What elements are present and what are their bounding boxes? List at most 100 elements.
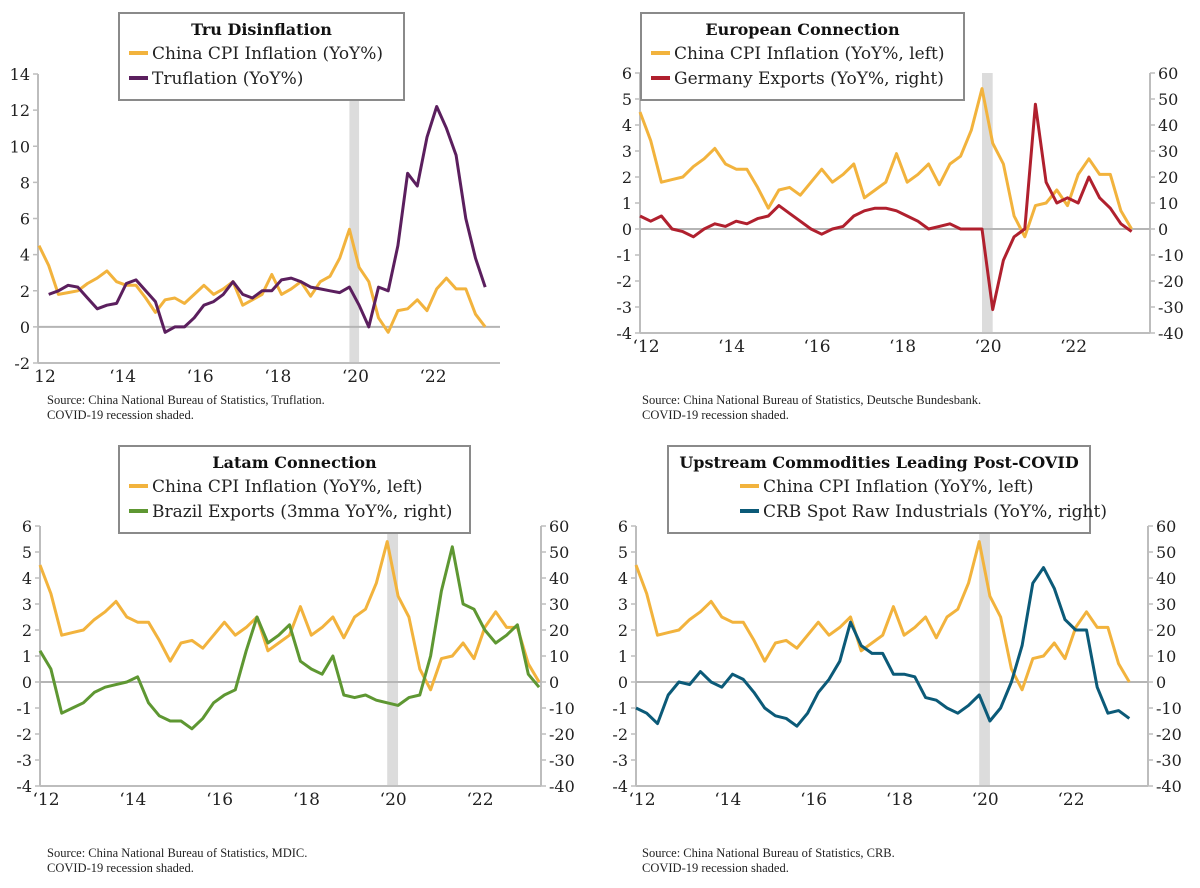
series-line-1 <box>634 540 1131 692</box>
series-line-1 <box>38 540 541 692</box>
chart-panel-4: -4-3-2-10123456-40-30-20-100102030405060… <box>612 445 1182 875</box>
left-tick-label: 2 <box>22 621 32 640</box>
left-tick-label: 3 <box>22 595 32 614</box>
left-tick-label: 2 <box>20 282 30 301</box>
legend: European Connection China CPI Inflation (… <box>640 12 965 101</box>
right-tick-label: 50 <box>1156 543 1176 562</box>
x-tick-label: ‘22 <box>1057 790 1084 810</box>
x-tick-label: ‘18 <box>264 367 291 387</box>
x-tick-label: ‘18 <box>293 790 320 810</box>
right-tick-label: 30 <box>549 595 569 614</box>
source-note: Source: China National Bureau of Statist… <box>642 846 895 860</box>
right-tick-label: 20 <box>549 621 569 640</box>
left-tick-label: 6 <box>618 517 628 536</box>
left-tick-label: -3 <box>612 751 628 770</box>
left-tick-label: -2 <box>616 272 632 291</box>
left-tick-label: 8 <box>20 173 30 192</box>
left-tick-label: 3 <box>618 595 628 614</box>
legend-entry: China CPI Inflation (YoY%, left) <box>152 477 423 497</box>
left-tick-label: 5 <box>618 543 628 562</box>
series-line-1 <box>638 87 1133 239</box>
left-tick-label: 4 <box>618 569 628 588</box>
chart-title: European Connection <box>705 20 900 39</box>
left-tick-label: 4 <box>22 569 32 588</box>
right-tick-label: -40 <box>1156 777 1182 796</box>
right-tick-label: 20 <box>1156 621 1176 640</box>
left-tick-label: -2 <box>612 725 628 744</box>
left-tick-label: 5 <box>622 90 632 109</box>
left-tick-label: 0 <box>622 220 632 239</box>
x-tick-label: ‘22 <box>419 367 446 387</box>
chart-title: Latam Connection <box>212 453 377 472</box>
x-tick-label: ‘12 <box>628 790 655 810</box>
right-tick-label: 20 <box>1158 168 1178 187</box>
left-tick-label: 4 <box>20 246 30 265</box>
right-tick-label: 50 <box>549 543 569 562</box>
left-tick-label: -4 <box>16 777 32 796</box>
left-tick-label: -1 <box>16 699 32 718</box>
source-note: Source: China National Bureau of Statist… <box>642 393 981 407</box>
right-tick-label: -10 <box>1156 699 1182 718</box>
left-tick-label: -4 <box>616 324 632 343</box>
right-tick-label: -30 <box>549 751 575 770</box>
left-tick-label: -3 <box>16 751 32 770</box>
left-tick-label: 12 <box>10 101 30 120</box>
right-tick-label: -40 <box>1158 324 1184 343</box>
legend-entry: China CPI Inflation (YoY%, left) <box>674 44 945 64</box>
shading-note: COVID-19 recession shaded. <box>47 861 194 875</box>
x-tick-label: ‘20 <box>380 790 407 810</box>
left-tick-label: 6 <box>22 517 32 536</box>
right-tick-label: 30 <box>1158 142 1178 161</box>
x-tick-label: ‘14 <box>119 790 146 810</box>
right-tick-label: -20 <box>549 725 575 744</box>
x-tick-label: ‘16 <box>803 337 830 357</box>
legend: Tru Disinflation China CPI Inflation (YoY… <box>118 12 405 101</box>
legend-entry: Germany Exports (YoY%, right) <box>674 69 944 89</box>
shading-note: COVID-19 recession shaded. <box>47 408 194 422</box>
left-tick-label: 0 <box>618 673 628 692</box>
left-tick-label: 10 <box>10 137 30 156</box>
x-tick-label: ‘20 <box>342 367 369 387</box>
series-line-1 <box>37 227 487 334</box>
right-tick-label: 10 <box>1158 194 1178 213</box>
chart-title: Tru Disinflation <box>191 20 332 39</box>
shading-note: COVID-19 recession shaded. <box>642 861 789 875</box>
left-tick-label: 6 <box>20 210 30 229</box>
series-line-2 <box>48 105 487 334</box>
recession-shading <box>387 526 399 786</box>
left-tick-label: 2 <box>622 168 632 187</box>
left-tick-label: 2 <box>618 621 628 640</box>
legend-entry: China CPI Inflation (YoY%) <box>152 44 383 64</box>
right-tick-label: 60 <box>549 517 569 536</box>
x-tick-label: ‘14 <box>109 367 136 387</box>
right-tick-label: 40 <box>549 569 569 588</box>
right-tick-label: 60 <box>1158 64 1178 83</box>
left-tick-label: -1 <box>616 246 632 265</box>
left-tick-label: 0 <box>22 673 32 692</box>
x-tick-label: 12 <box>34 367 56 387</box>
x-tick-label: ‘22 <box>466 790 493 810</box>
legend: Upstream Commodities Leading Post-COVID C… <box>667 445 1107 534</box>
right-tick-label: -10 <box>549 699 575 718</box>
legend-box <box>667 445 1091 534</box>
legend-box <box>640 12 965 101</box>
right-tick-label: -20 <box>1158 272 1184 291</box>
left-tick-label: -3 <box>616 298 632 317</box>
x-tick-label: ‘18 <box>889 337 916 357</box>
chart-panel-3: -4-3-2-10123456-40-30-20-100102030405060… <box>16 445 575 875</box>
legend-box <box>118 12 405 101</box>
left-tick-label: 14 <box>10 65 30 84</box>
right-tick-label: 10 <box>1156 647 1176 666</box>
right-tick-label: 40 <box>1158 116 1178 135</box>
x-tick-label: ‘16 <box>206 790 233 810</box>
series-line-2 <box>635 566 1131 728</box>
right-tick-label: -40 <box>549 777 575 796</box>
x-tick-label: ‘12 <box>32 790 59 810</box>
right-tick-label: 0 <box>1156 673 1166 692</box>
legend-entry: CRB Spot Raw Industrials (YoY%, right) <box>763 502 1107 522</box>
series-line-2 <box>38 545 541 731</box>
left-tick-label: 3 <box>622 142 632 161</box>
legend: Latam Connection China CPI Inflation (YoY… <box>118 445 471 534</box>
recession-shading <box>982 73 993 333</box>
